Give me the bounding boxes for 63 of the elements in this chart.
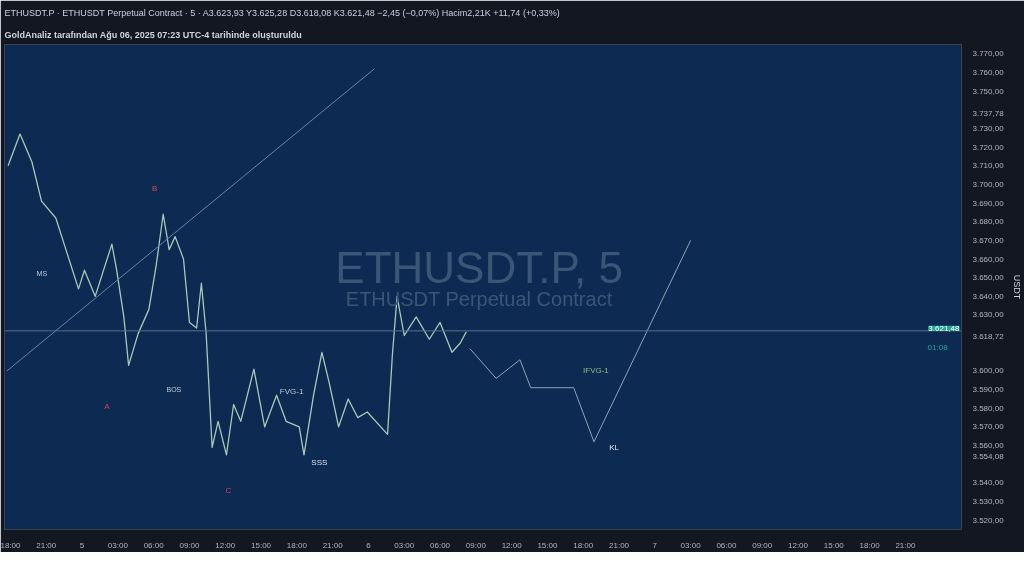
y-tick-label: 3.760,00 bbox=[972, 67, 1005, 77]
annotation: SSS bbox=[311, 458, 328, 468]
x-tick-label: 7 bbox=[652, 540, 658, 550]
x-tick-label: 03:00 bbox=[107, 540, 129, 550]
y-tick-label: 3.690,00 bbox=[972, 198, 1005, 208]
y-tick-label: 3.530,00 bbox=[972, 497, 1005, 507]
x-tick-label: 15:00 bbox=[823, 540, 845, 550]
y-tick-label: 3.737,78 bbox=[972, 109, 1005, 119]
annotation: C bbox=[225, 485, 232, 495]
y-tick-label: 3.554,08 bbox=[972, 452, 1005, 462]
y-tick-label: 3.630,00 bbox=[972, 310, 1005, 320]
annotation: A bbox=[104, 401, 111, 411]
y-tick-label: 3.590,00 bbox=[972, 385, 1005, 395]
y-tick-label: 3.600,00 bbox=[972, 366, 1005, 376]
y-tick-label: 3.750,00 bbox=[972, 86, 1005, 96]
y-tick-label: 3.700,00 bbox=[972, 179, 1005, 189]
x-tick-label: 12:00 bbox=[788, 540, 809, 550]
annotation: FVG-1 bbox=[279, 386, 304, 396]
y-tick-label: 3.670,00 bbox=[972, 235, 1005, 245]
y-tick-label: 3.618,72 bbox=[972, 331, 1005, 341]
x-tick-label: 06:00 bbox=[716, 540, 737, 550]
x-tick-label: 21:00 bbox=[36, 540, 57, 550]
y-tick-label: 3.650,00 bbox=[972, 273, 1005, 283]
y-tick-label: 3.680,00 bbox=[972, 217, 1005, 227]
x-tick-label: 5 bbox=[79, 540, 85, 550]
y-tick-label: 3.720,00 bbox=[972, 142, 1005, 152]
x-tick-label: 09:00 bbox=[465, 540, 487, 550]
x-tick-label: 12:00 bbox=[501, 540, 523, 550]
y-tick-label: 3.660,00 bbox=[972, 254, 1005, 264]
x-tick-label: 18:00 bbox=[0, 540, 22, 550]
x-tick-label: 06:00 bbox=[430, 540, 451, 550]
y-axis-title: USDT bbox=[1011, 274, 1022, 300]
x-tick-label: 6 bbox=[366, 540, 372, 550]
x-tick-label: 15:00 bbox=[251, 540, 272, 550]
x-tick-label: 09:00 bbox=[179, 540, 201, 550]
ref-line-label: 3.621,48 bbox=[928, 323, 961, 333]
x-tick-label: 03:00 bbox=[680, 540, 702, 550]
x-tick-label: 21:00 bbox=[609, 540, 630, 550]
x-tick-label: 21:00 bbox=[895, 540, 916, 550]
y-tick-label: 3.560,00 bbox=[972, 441, 1005, 451]
x-tick-label: 21:00 bbox=[322, 540, 344, 550]
y-tick-label: 3.580,00 bbox=[972, 403, 1005, 413]
y-tick-label: 3.710,00 bbox=[972, 161, 1005, 171]
x-tick-label: 03:00 bbox=[394, 540, 415, 550]
y-tick-label: 3.730,00 bbox=[972, 123, 1005, 133]
x-tick-label: 18:00 bbox=[859, 540, 881, 550]
y-tick-label: 3.640,00 bbox=[972, 291, 1005, 301]
x-tick-label: 12:00 bbox=[215, 540, 236, 550]
y-tick-label: 3.770,00 bbox=[972, 49, 1005, 59]
y-tick-label: 3.570,00 bbox=[972, 422, 1005, 432]
text: GoldAnaliz tarafından Ağu 06, 2025 07:23 UTC-4 tarihinde oluşturuldu bbox=[4, 29, 302, 40]
annotation: B bbox=[152, 183, 158, 193]
x-tick-label: 18:00 bbox=[573, 540, 594, 550]
annotation: 01:08 bbox=[927, 343, 949, 353]
annotation: IFVG-1 bbox=[583, 366, 610, 376]
x-tick-label: 15:00 bbox=[537, 540, 558, 550]
chart-title: ETHUSDT.P · ETHUSDT Perpetual Contract · 5 · A3.623,93 Y3.625,28 D3.618,08 K3.621,48 −2,45 (−0,07%) Hacim2,21K +11,74 (+0,33%) bbox=[4, 7, 560, 18]
annotation: KL bbox=[609, 443, 620, 453]
x-tick-label: 06:00 bbox=[143, 540, 165, 550]
x-tick-label: 09:00 bbox=[752, 540, 773, 550]
x-tick-label: 18:00 bbox=[286, 540, 308, 550]
y-tick-label: 3.520,00 bbox=[972, 515, 1005, 525]
y-tick-label: 3.540,00 bbox=[972, 478, 1005, 488]
